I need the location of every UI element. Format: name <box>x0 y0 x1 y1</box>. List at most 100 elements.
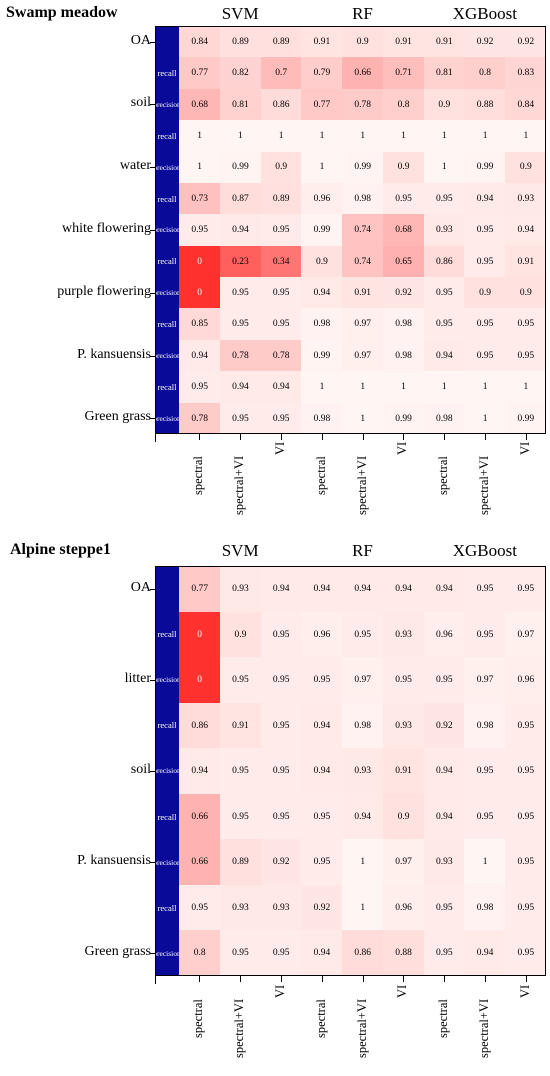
heatmap-cell: 0.98 <box>301 402 343 435</box>
column-label: spectral <box>191 999 206 1038</box>
heatmap-cell: 0.94 <box>301 748 343 795</box>
column-label: VI <box>517 441 532 455</box>
heatmap-cell: 0.96 <box>382 884 425 931</box>
class-label: water <box>119 158 151 174</box>
column-label: spectral <box>191 456 206 495</box>
y-tick <box>150 104 155 106</box>
model-group-label: XGBoost <box>452 4 517 23</box>
heatmap-cell: 0.99 <box>382 402 425 435</box>
heatmap-cell: 0.74 <box>342 245 384 278</box>
y-tick <box>150 862 155 864</box>
heatmap-cell: 0.68 <box>179 88 221 121</box>
heatmap-cell: 0.97 <box>342 339 384 372</box>
class-label: soil <box>130 95 151 111</box>
heatmap-cell: 1 <box>301 371 343 404</box>
column-label: spectral+VI <box>476 455 491 515</box>
heatmap-cell: 0.88 <box>382 930 425 977</box>
x-tick <box>444 976 446 982</box>
y-tick <box>150 771 155 772</box>
heatmap-cell: 1 <box>505 371 547 404</box>
heatmap-cell: 1 <box>505 120 547 153</box>
heatmap-cell: 0.95 <box>423 930 465 977</box>
heatmap-cell: 0.98 <box>423 402 465 435</box>
y-tick <box>150 953 155 955</box>
metric-label: recall <box>157 381 177 392</box>
metric-label: precision <box>153 766 181 776</box>
heatmap-cell: 0.88 <box>464 88 506 121</box>
metric-label: recall <box>157 720 177 731</box>
heatmap-cell: 0.95 <box>464 748 506 795</box>
heatmap-cell: 0.95 <box>219 277 262 309</box>
heatmap-cell: 0.91 <box>219 702 262 749</box>
heatmap-cell: 0.95 <box>505 930 547 977</box>
class-label: OA <box>130 32 151 48</box>
heatmap-cell: 0.95 <box>179 371 221 404</box>
chart-title: Swamp meadow <box>6 4 118 21</box>
heatmap-cell: 0.94 <box>382 566 425 613</box>
y-tick <box>150 355 155 357</box>
heatmap-cell: 0.94 <box>219 214 262 247</box>
heatmap-cell: 1 <box>301 120 343 153</box>
heatmap-cell: 0.86 <box>260 88 302 121</box>
heatmap-cell: 0.94 <box>260 371 302 404</box>
heatmap-cell: 0.84 <box>179 26 221 58</box>
heatmap-cell: 0.97 <box>342 657 384 704</box>
heatmap-cell: 0.9 <box>464 277 506 309</box>
heatmap-cell: 0.95 <box>260 930 302 977</box>
heatmap-cell: 0.96 <box>505 657 547 704</box>
model-group-label: SVM <box>221 541 259 560</box>
heatmap-cell: 0.85 <box>179 308 221 341</box>
heatmap-cell: 0.86 <box>179 702 221 749</box>
heatmap-cell: 0.8 <box>464 57 506 90</box>
heatmap-cell: 1 <box>464 402 506 435</box>
heatmap-cell: 0.95 <box>423 884 465 931</box>
heatmap-cell: 0.94 <box>301 930 343 977</box>
heatmap-cell: 0.77 <box>179 566 221 613</box>
heatmap-cell: 0.96 <box>301 611 343 658</box>
heatmap-cell: 0.95 <box>505 308 547 341</box>
heatmap-cell: 0.93 <box>423 839 465 886</box>
heatmap-cell: 0.97 <box>382 839 425 886</box>
y-tick <box>150 418 155 420</box>
heatmap-cell: 0.95 <box>219 930 262 977</box>
x-tick <box>321 976 323 982</box>
column-label: VI <box>272 984 287 998</box>
heatmap-cell: 0.95 <box>423 657 465 704</box>
heatmap-cell: 0.91 <box>423 26 465 58</box>
x-tick <box>444 434 446 440</box>
heatmap-cell: 0.94 <box>505 214 547 247</box>
heatmap-cell: 0.86 <box>342 930 384 977</box>
heatmap-cell: 0.95 <box>505 748 547 795</box>
heatmap-cell: 0.95 <box>260 308 302 341</box>
class-label: purple flowering <box>57 283 151 299</box>
y-tick <box>150 588 155 590</box>
heatmap-cell: 0.95 <box>260 402 302 435</box>
class-label: P. kansuensis <box>77 853 151 869</box>
heatmap-cell: 0.95 <box>260 611 302 658</box>
heatmap-frame <box>155 26 546 434</box>
heatmap-cell: 0.94 <box>301 566 343 613</box>
heatmap-cell: 0.95 <box>382 182 425 215</box>
heatmap-cell: 0.93 <box>342 748 384 795</box>
metric-label: precision <box>153 675 181 685</box>
heatmap-cell: 0.89 <box>219 26 262 58</box>
heatmap-cell: 0.99 <box>219 151 262 184</box>
heatmap-cell: 0.89 <box>260 26 302 58</box>
heatmap-cell: 0.95 <box>505 566 547 613</box>
heatmap-cell: 0.78 <box>342 88 384 121</box>
column-label: spectral+VI <box>476 998 491 1058</box>
y-tick <box>150 230 155 231</box>
heatmap-cell: 0.93 <box>505 182 547 215</box>
metric-label: recall <box>157 130 177 141</box>
heatmap-cell: 0.92 <box>464 26 506 58</box>
x-tick <box>403 976 405 982</box>
heatmap-cell: 0.95 <box>260 657 302 704</box>
x-tick <box>240 434 242 440</box>
heatmap-cell: 0.99 <box>301 339 343 372</box>
column-label: spectral+VI <box>354 455 369 515</box>
heatmap-cell: 0.78 <box>260 339 302 372</box>
heatmap-cell: 0.98 <box>382 308 425 341</box>
heatmap-cell: 0.95 <box>464 308 506 341</box>
heatmap-cell: 0.95 <box>219 793 262 840</box>
metric-label: recall <box>157 811 177 822</box>
